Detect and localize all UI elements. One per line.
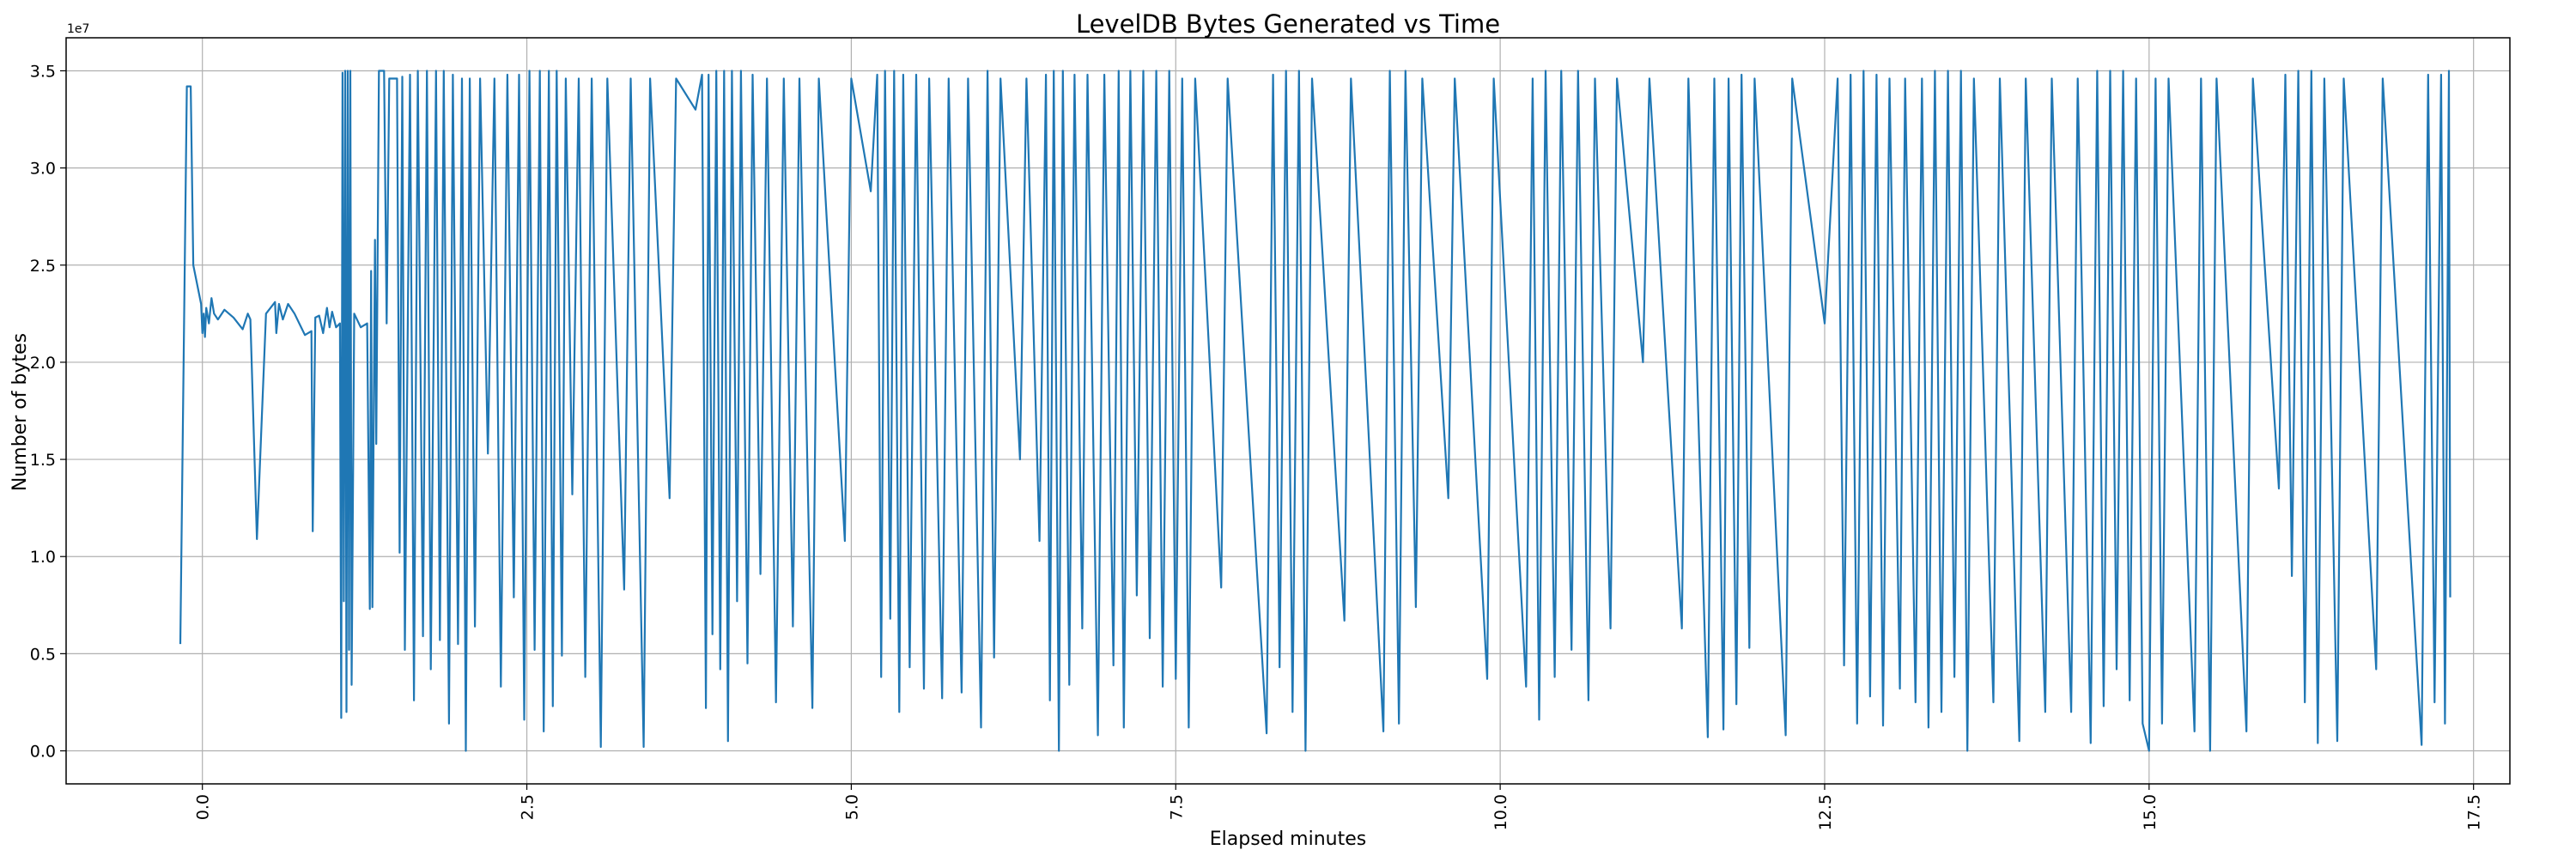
x-tick-label: 17.5 (2465, 794, 2484, 830)
x-tick-label: 0.0 (194, 794, 213, 820)
x-tick-label: 10.0 (1492, 794, 1510, 830)
chart-title: LevelDB Bytes Generated vs Time (1076, 9, 1500, 39)
x-tick-label: 15.0 (2141, 794, 2160, 830)
series-layer (179, 70, 2451, 752)
y-tick-label: 3.5 (30, 62, 56, 81)
y-axis-multiplier: 1e7 (67, 22, 89, 36)
y-tick-label: 1.5 (30, 451, 56, 470)
y-axis-ticks: 0.0 0.5 1.0 1.5 2.0 2.5 3.0 3.5 (30, 62, 66, 762)
x-tick-label: 7.5 (1167, 794, 1186, 820)
y-tick-label: 2.0 (30, 354, 56, 373)
y-tick-label: 2.5 (30, 257, 56, 276)
x-tick-label: 12.5 (1816, 794, 1835, 830)
y-tick-label: 1.0 (30, 548, 56, 567)
y-tick-label: 3.0 (30, 160, 56, 179)
x-axis-label: Elapsed minutes (1210, 829, 1366, 850)
x-tick-label: 2.5 (519, 794, 538, 820)
x-axis-ticks: 0.0 2.5 5.0 7.5 10.0 12.5 15.0 17.5 (194, 784, 2484, 830)
y-tick-label: 0.0 (30, 743, 56, 762)
series-line-bytes (179, 70, 2451, 752)
x-tick-label: 5.0 (842, 794, 861, 820)
y-axis-label: Number of bytes (9, 333, 31, 491)
y-tick-label: 0.5 (30, 645, 56, 664)
axes-frame (65, 37, 2511, 785)
